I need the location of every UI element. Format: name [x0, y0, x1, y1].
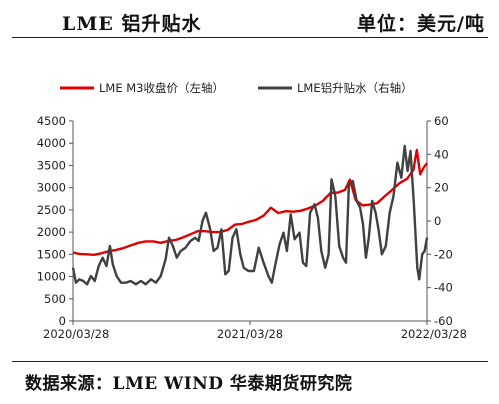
left-tick-label: 2000 [37, 225, 66, 239]
line-chart: 0 500 1000 1500 2000 2500 3000 3500 4000 4500 -60 -… [37, 81, 467, 341]
left-tick-label: 3000 [37, 181, 66, 195]
right-tick-label: -20 [434, 247, 453, 261]
chart-title: LME 铝升贴水 [62, 13, 202, 35]
series-line-lme-m3-price [72, 148, 428, 257]
right-tick-label: 0 [434, 214, 441, 228]
right-tick-label: 60 [434, 114, 449, 128]
right-tick-label: -60 [434, 314, 453, 328]
x-tick-label: 2021/03/28 [217, 327, 283, 341]
left-tick-label: 4500 [37, 114, 66, 128]
left-tick-label: 1500 [37, 247, 66, 261]
source-note: 数据来源：LME WIND 华泰期货研究院 [25, 374, 353, 394]
series-line-aluminum-spread [71, 144, 429, 286]
right-tick-label: 20 [434, 181, 449, 195]
footer-divider [12, 361, 488, 362]
left-tick-label: 0 [59, 314, 66, 328]
left-tick-label: 2500 [37, 203, 66, 217]
left-tick-label: 1000 [37, 270, 66, 284]
chart-header: LME 铝升贴水 单位：美元/吨 [0, 0, 499, 40]
right-tick-label: -40 [434, 281, 453, 295]
legend-label-lme-m3-price: LME M3收盘价（左轴） [99, 81, 224, 95]
left-tick-label: 4000 [37, 136, 66, 150]
left-tick-label: 3500 [37, 158, 66, 172]
unit-label: 单位：美元/吨 [357, 13, 485, 35]
left-tick-label: 500 [44, 292, 66, 306]
x-tick-label: 2020/03/28 [43, 327, 109, 341]
right-tick-label: 40 [434, 147, 449, 161]
x-tick-label: 2022/03/28 [401, 327, 467, 341]
header-divider [12, 37, 488, 38]
legend-label-aluminum-spread: LME铝升贴水（右轴） [297, 81, 413, 95]
